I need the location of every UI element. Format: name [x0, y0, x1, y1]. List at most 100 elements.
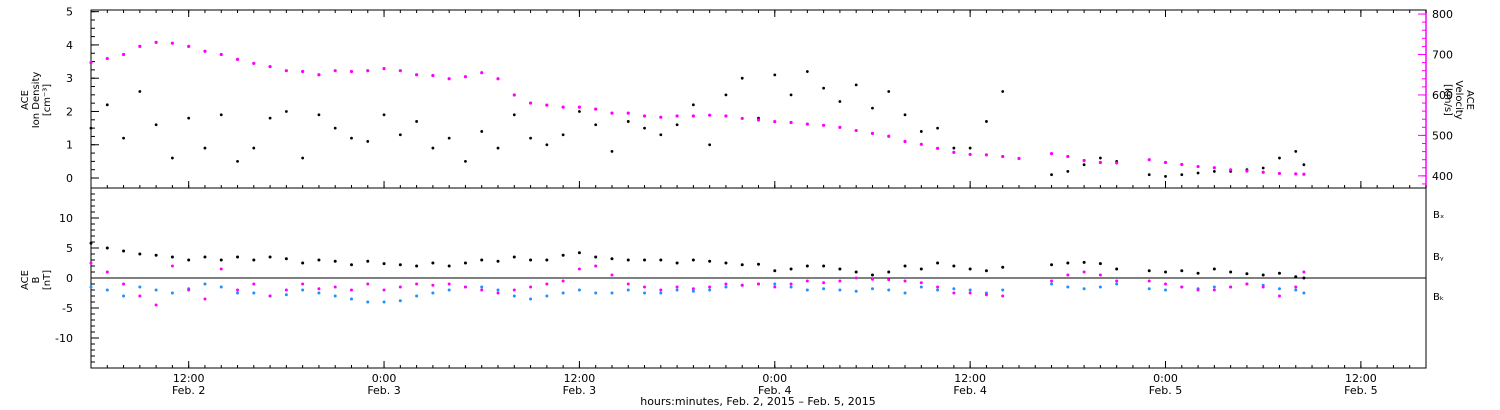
velocity-point [594, 107, 598, 111]
bx-point [887, 270, 891, 274]
velocity-point [528, 101, 533, 105]
density-point [871, 106, 874, 110]
velocity-point [1229, 168, 1233, 172]
density-tick-label: 5 [66, 6, 73, 19]
velocity-tick-label: 400 [1432, 170, 1453, 183]
density-point [1261, 166, 1265, 170]
bz-point [610, 273, 614, 277]
legend-bx: Bₓ [1433, 210, 1444, 221]
density-point [724, 93, 728, 97]
velocity-point [1098, 160, 1102, 165]
bz-point [919, 281, 923, 285]
bz-point [838, 279, 842, 283]
density-point [610, 150, 614, 153]
velocity-point [1017, 156, 1021, 161]
density-point [903, 113, 907, 117]
by-point [870, 287, 874, 291]
bz-point [1180, 285, 1184, 289]
bz-point [382, 288, 386, 292]
density-point [561, 133, 565, 137]
bz-point [512, 288, 516, 292]
bz-point [398, 285, 402, 289]
by-point [838, 288, 842, 292]
b-tick-label: 10 [59, 212, 73, 225]
velocity-tick-label: 500 [1432, 129, 1453, 142]
by-point [89, 285, 93, 289]
bz-point [822, 281, 826, 285]
density-ylabel: ACE Ion Density [cm⁻³] [20, 72, 53, 129]
density-point [1066, 169, 1070, 173]
density-point [382, 113, 386, 117]
velocity-point [1212, 166, 1216, 170]
bz-point [463, 285, 467, 289]
time-tick-label: 12:00 [173, 372, 205, 385]
bz-point [659, 288, 663, 292]
density-point [447, 136, 451, 140]
density-point [789, 93, 793, 97]
by-point [1001, 288, 1005, 292]
by-point [529, 297, 533, 301]
bz-point [675, 285, 679, 289]
by-point [154, 288, 158, 292]
velocity-point [805, 122, 809, 126]
bx-point [643, 258, 647, 262]
density-point [952, 146, 956, 150]
bz-point [1164, 282, 1168, 286]
by-point [561, 291, 565, 295]
velocity-point [512, 93, 516, 97]
velocity-point [838, 125, 842, 129]
density-point [626, 120, 630, 123]
bx-point [463, 261, 467, 265]
b-tick-label: -5 [62, 302, 73, 315]
bx-point [838, 267, 842, 271]
density-point [691, 103, 695, 107]
bz-point [1115, 279, 1119, 283]
velocity-point [105, 56, 109, 61]
bx-point [968, 267, 972, 271]
density-point [1180, 173, 1184, 177]
density-point [236, 159, 239, 163]
velocity-point [1302, 172, 1306, 176]
density-point [578, 110, 581, 113]
bx-point [757, 262, 760, 266]
density-point [545, 143, 549, 147]
density-tick-label: 2 [66, 105, 73, 118]
bx-point [919, 267, 923, 271]
velocity-tick-label: 700 [1432, 49, 1453, 62]
time-axis-title: hours:minutes, Feb. 2, 2015 – Feb. 5, 20… [640, 395, 876, 408]
bz-point [1196, 288, 1200, 292]
density-point [464, 159, 467, 163]
bx-point [854, 270, 858, 274]
velocity-point [903, 139, 907, 144]
bx-point [431, 261, 435, 265]
bx-point [170, 255, 174, 259]
bx-point [1066, 261, 1070, 265]
time-tick-label: 12:00 [564, 372, 596, 385]
bx-point [1212, 267, 1216, 271]
velocity-point [561, 105, 565, 109]
density-point [171, 156, 174, 160]
bz-point [903, 279, 907, 283]
density-point [594, 123, 598, 127]
density-point [529, 136, 532, 140]
bz-point [708, 285, 712, 289]
bz-point [1229, 285, 1233, 289]
bz-point [317, 287, 321, 291]
velocity-point [496, 77, 500, 81]
velocity-point [219, 52, 223, 57]
bz-point [138, 294, 142, 298]
bx-point [594, 255, 598, 259]
bx-point [1164, 270, 1168, 274]
bz-point [1001, 294, 1005, 298]
velocity-point [398, 69, 402, 73]
by-point [1164, 288, 1168, 292]
velocity-point [1082, 158, 1086, 163]
velocity-point [1147, 158, 1151, 162]
velocity-ylabel: ACE Velocity [km/s] [1442, 80, 1475, 119]
density-point [1050, 173, 1053, 177]
bx-point [708, 259, 712, 263]
by-point [675, 288, 679, 292]
date-tick-label: Feb. 5 [1344, 384, 1377, 397]
